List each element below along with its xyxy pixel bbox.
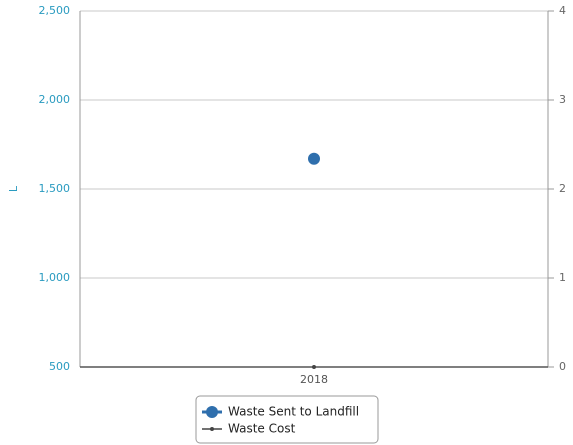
data-point xyxy=(308,152,320,165)
data-point xyxy=(312,365,316,369)
y2-tick-label: 3 xyxy=(559,93,566,106)
y2-tick-label: 1 xyxy=(559,271,566,284)
y-axis-label: L xyxy=(7,185,20,192)
y2-tick-label: 4 xyxy=(559,4,566,17)
legend-label: Waste Cost xyxy=(228,422,296,436)
legend-label: Waste Sent to Landfill xyxy=(228,405,359,419)
x-tick-label: 2018 xyxy=(300,373,328,386)
legend-marker xyxy=(206,406,218,418)
y-tick-label: 2,000 xyxy=(39,93,71,106)
y-tick-label: 2,500 xyxy=(39,4,71,17)
legend-box xyxy=(195,395,379,444)
y-tick-label: 500 xyxy=(49,360,70,373)
y-tick-label: 1,500 xyxy=(39,182,71,195)
y2-tick-label: 0 xyxy=(559,360,566,373)
legend-marker xyxy=(210,427,214,431)
y2-tick-label: 2 xyxy=(559,182,566,195)
y-tick-label: 1,000 xyxy=(39,271,71,284)
